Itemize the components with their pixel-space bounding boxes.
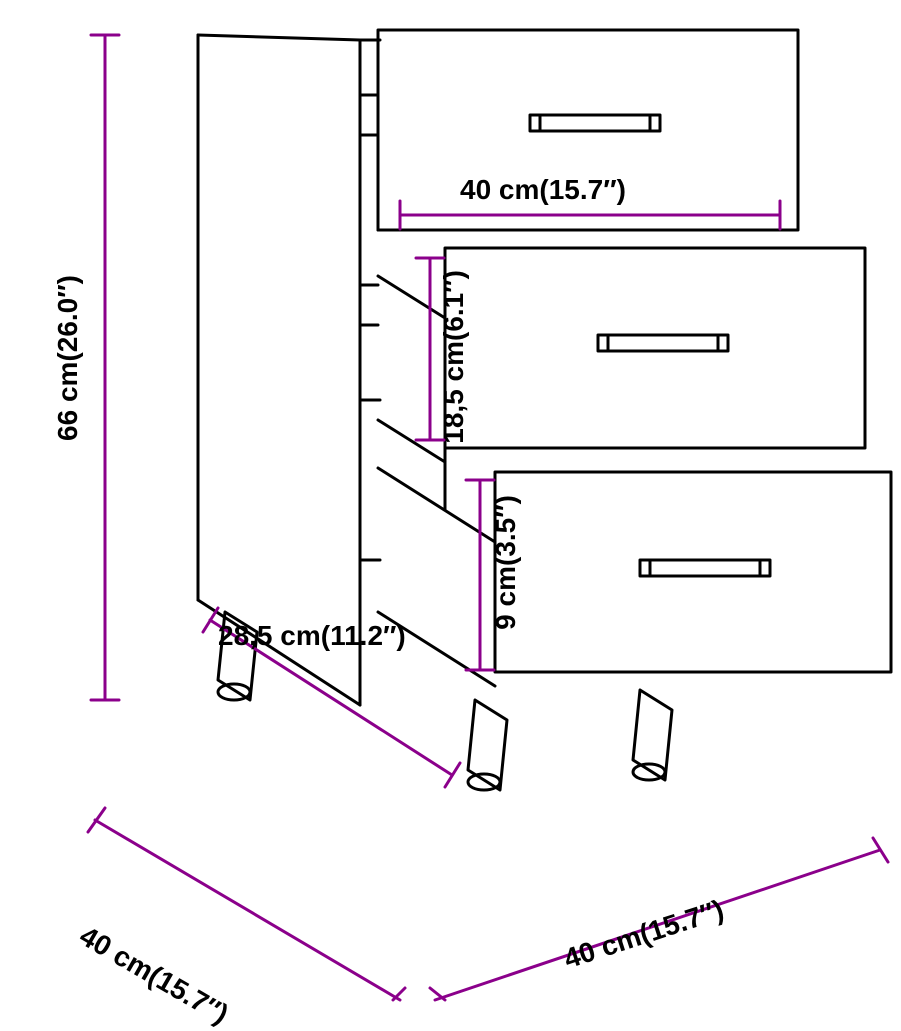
label-drawer-front-width: 40 cm(15.7″)	[460, 174, 626, 206]
label-drawer-front-height: 18,5 cm(6.1″)	[438, 270, 470, 444]
furniture-dimension-diagram	[0, 0, 901, 1003]
label-height-overall: 66 cm(26.0″)	[52, 275, 84, 441]
label-leg-height: 9 cm(3.5″)	[490, 495, 522, 630]
label-drawer-depth: 28,5 cm(11.2″)	[218, 620, 406, 652]
